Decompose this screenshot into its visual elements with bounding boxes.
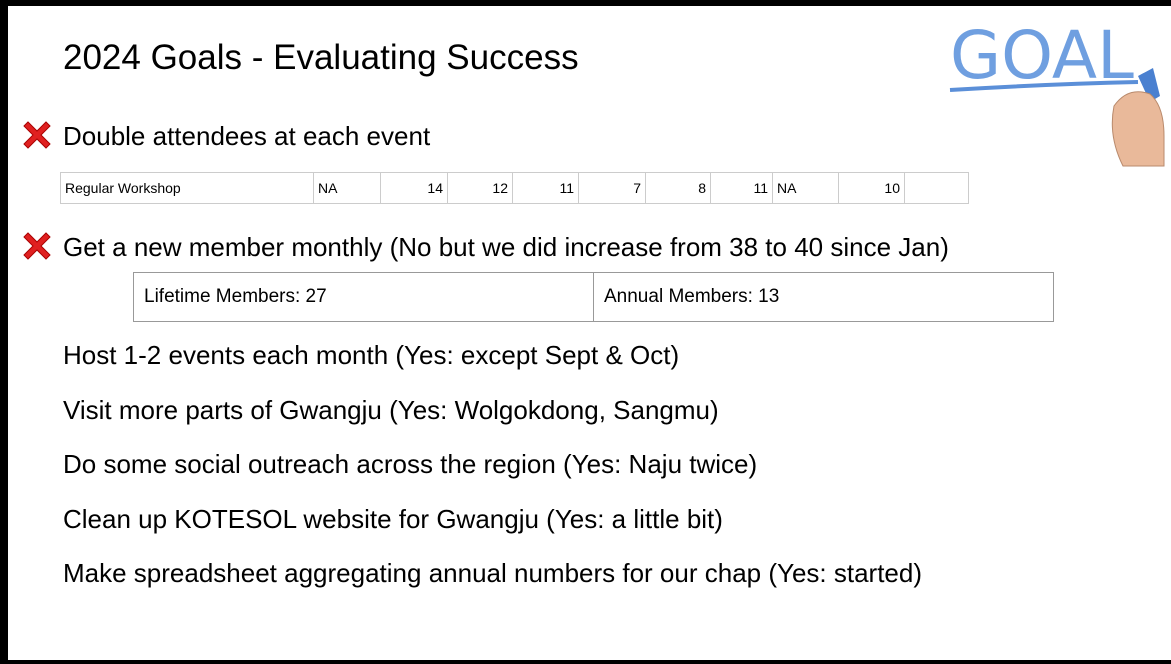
goal-item: Make spreadsheet aggregating annual numb…	[63, 558, 923, 588]
table-cell: Lifetime Members: 27	[134, 273, 594, 321]
table-cell: Regular Workshop	[61, 173, 314, 203]
table-cell: NA	[314, 173, 381, 203]
goal-item: Get a new member monthly (No but we did …	[63, 232, 949, 262]
table-cell: 8	[646, 173, 711, 203]
table-cell: 11	[513, 173, 579, 203]
goal-item: Double attendees at each event	[63, 121, 431, 151]
table-cell: 12	[448, 173, 513, 203]
table-cell: NA	[773, 173, 839, 203]
table-cell: 14	[381, 173, 448, 203]
goal-item: Visit more parts of Gwangju (Yes: Wolgok…	[63, 395, 719, 425]
goal-item: Host 1-2 events each month (Yes: except …	[63, 340, 680, 370]
members-table: Lifetime Members: 27 Annual Members: 13	[133, 272, 1054, 322]
x-icon	[23, 121, 51, 149]
goal-item: Do some social outreach across the regio…	[63, 449, 758, 479]
table-cell: 10	[839, 173, 905, 203]
goal-item: Clean up KOTESOL website for Gwangju (Ye…	[63, 504, 723, 534]
x-icon	[23, 232, 51, 260]
slide: 2024 Goals - Evaluating Success GOAL Dou…	[8, 6, 1171, 660]
table-cell: 11	[711, 173, 773, 203]
slide-title: 2024 Goals - Evaluating Success	[63, 38, 579, 77]
table-cell: 7	[579, 173, 646, 203]
attendance-table: Regular Workshop NA 14 12 11 7 8 11 NA 10	[60, 172, 969, 204]
table-cell	[905, 173, 969, 203]
goal-illustration: GOAL	[949, 17, 1165, 167]
table-cell: Annual Members: 13	[604, 286, 780, 307]
